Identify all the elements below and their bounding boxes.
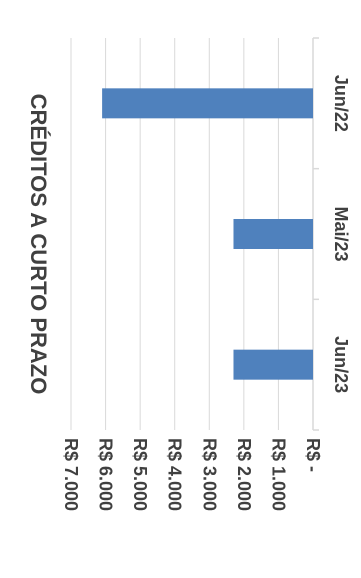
bar [233,219,313,249]
bar [233,349,313,380]
category-tick-label: Jun/23 [331,336,351,393]
value-tick-label: R$ 1.000 [268,438,288,511]
value-tick-label: R$ 3.000 [199,438,219,511]
category-tick-label: Jun/22 [331,75,351,132]
bars [102,88,313,380]
chart-title: CRÉDITOS A CURTO PRAZO [26,94,51,395]
value-tick-label: R$ 5.000 [130,438,150,511]
category-tick-label: Mai/23 [331,206,351,261]
value-tick-label: R$ 2.000 [234,438,254,511]
value-tick-label: R$ 4.000 [165,438,185,511]
value-tick-label: R$ - [303,438,323,472]
value-tick-label: R$ 7.000 [61,438,81,511]
category-axis: Jun/22 Mai/23 Jun/23 [313,37,351,431]
value-tick-label: R$ 6.000 [96,438,116,511]
value-axis: R$ - R$ 1.000 R$ 2.000 R$ 3.000 R$ 4.000 R$ 5… [61,438,323,511]
bar [102,88,313,119]
